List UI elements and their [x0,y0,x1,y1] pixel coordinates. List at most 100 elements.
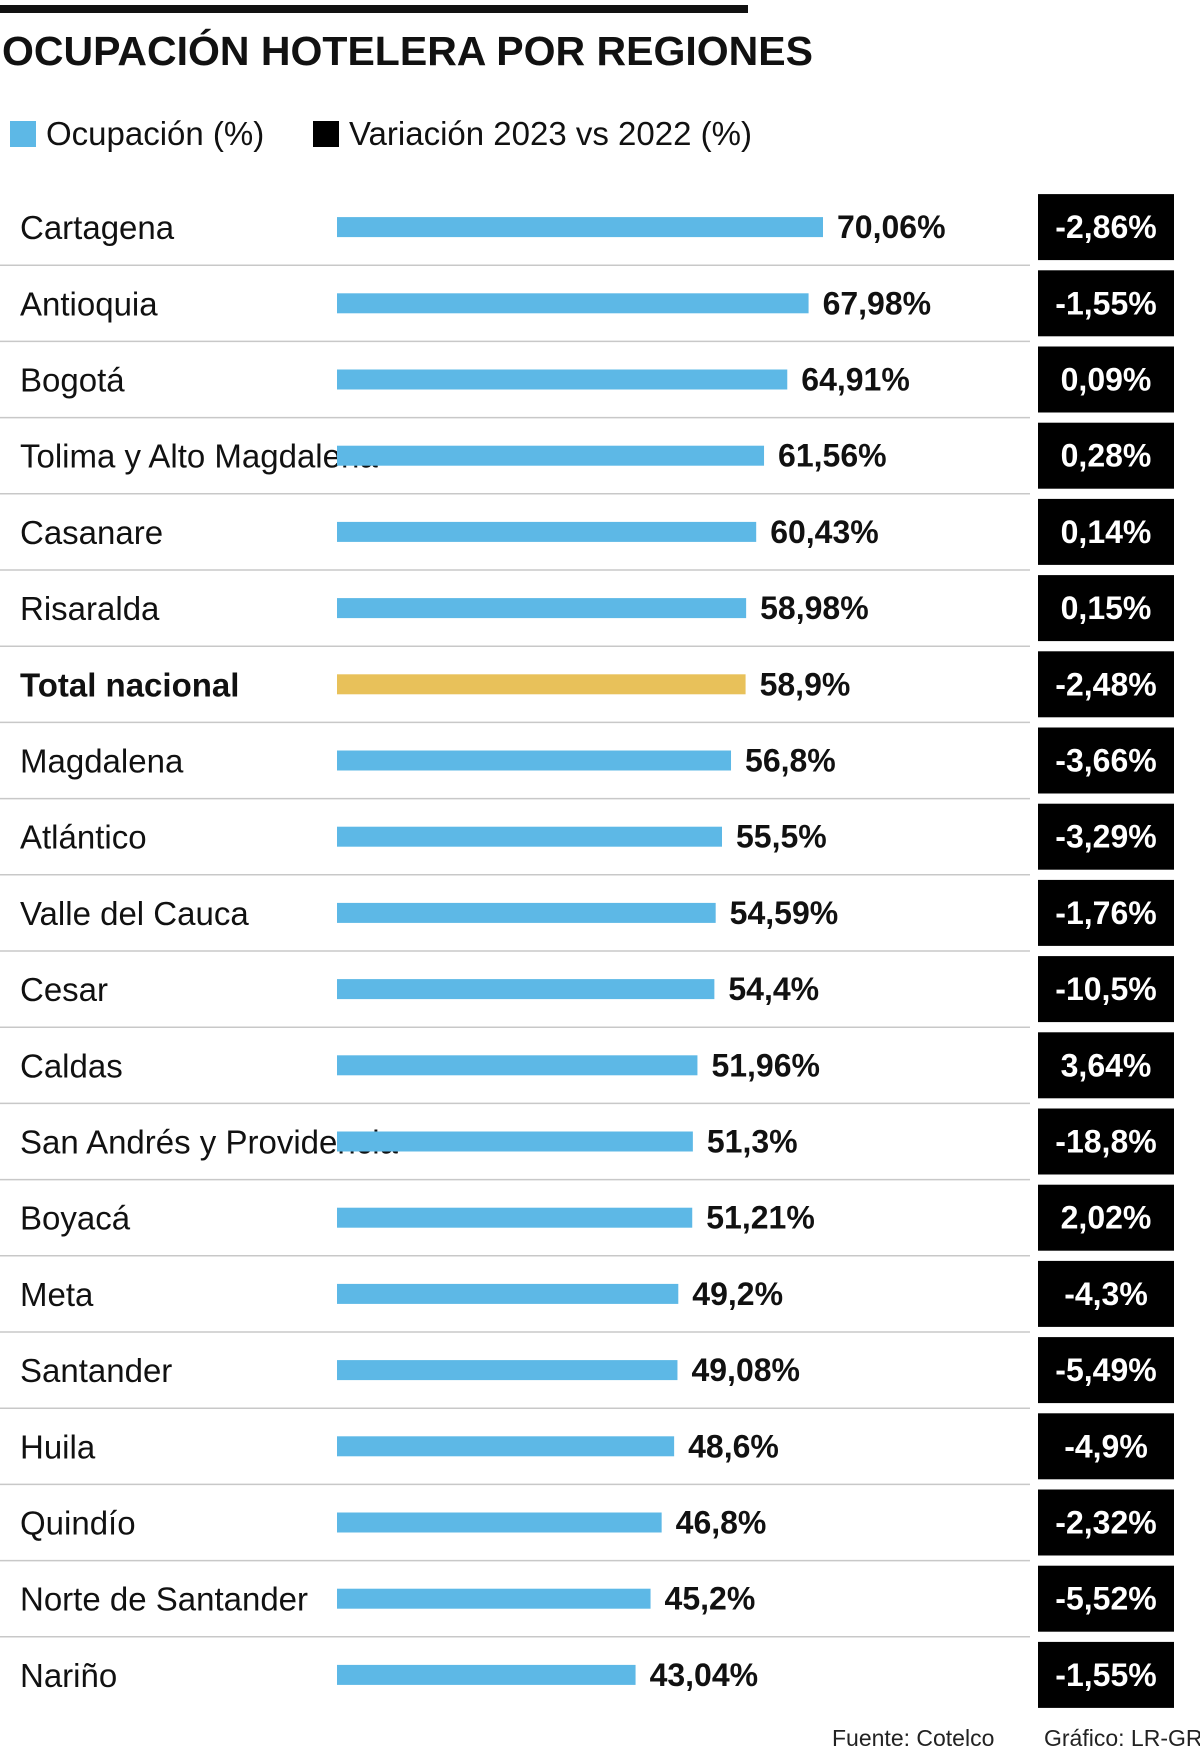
category-label: Nariño [20,1657,117,1694]
value-label: 43,04% [650,1657,759,1693]
category-label: Total nacional [20,666,239,703]
legend-item-variation: Variación 2023 vs 2022 (%) [313,112,752,156]
variation-label: -3,29% [1055,819,1156,855]
value-label: 64,91% [801,362,910,398]
variation-badge [1038,270,1174,337]
credit-note: Gráfico: LR-GR [1044,1725,1200,1751]
variation-badge [1038,422,1174,489]
category-label: Cesar [20,971,108,1008]
variation-label: -18,8% [1055,1124,1156,1160]
variation-label: -1,76% [1055,895,1156,931]
variation-badge [1038,346,1174,413]
bar [337,369,788,390]
value-label: 45,2% [665,1581,756,1617]
variation-badge [1038,1413,1174,1480]
legend-label-occupancy: Ocupación (%) [46,115,265,152]
variation-badge [1038,194,1174,261]
bar [337,598,747,619]
variation-badge [1038,1337,1174,1404]
value-label: 51,21% [706,1200,815,1236]
variation-badge [1038,1260,1174,1327]
variation-label: 0,28% [1061,438,1152,474]
variation-badge [1038,498,1174,565]
variation-label: -2,86% [1055,209,1156,245]
category-label: Casanare [20,514,163,551]
bar [337,217,823,238]
category-label: Meta [20,1276,94,1313]
variation-badge [1038,575,1174,642]
bar [337,1207,693,1228]
bar-highlight [337,674,746,695]
legend-swatch-variation [313,121,339,147]
variation-label: -4,3% [1064,1276,1148,1312]
category-label: San Andrés y Providencia [20,1124,399,1161]
value-label: 55,5% [736,819,827,855]
value-label: 54,59% [730,895,839,931]
variation-badge [1038,651,1174,718]
variation-badge [1038,1032,1174,1099]
category-label: Atlántico [20,819,147,856]
bar [337,750,732,771]
value-label: 48,6% [688,1428,779,1464]
variation-label: -3,66% [1055,743,1156,779]
category-label: Tolima y Alto Magdalena [20,438,378,475]
variation-label: -10,5% [1055,971,1156,1007]
category-label: Antioquia [20,285,158,322]
variation-label: 3,64% [1061,1047,1152,1083]
variation-badge [1038,1565,1174,1632]
variation-badge [1038,956,1174,1023]
category-label: Magdalena [20,743,184,780]
category-label: Huila [20,1428,96,1465]
bar [337,979,715,1000]
value-label: 49,08% [691,1352,800,1388]
category-label: Norte de Santander [20,1581,308,1618]
value-label: 51,96% [711,1047,820,1083]
bar [337,1664,636,1685]
legend-label-variation: Variación 2023 vs 2022 (%) [349,115,752,152]
bar [337,1055,698,1076]
variation-badge [1038,879,1174,946]
value-label: 46,8% [676,1505,767,1541]
variation-label: -5,49% [1055,1352,1156,1388]
bar [337,902,716,923]
value-label: 70,06% [837,209,946,245]
bar [337,1512,662,1533]
variation-label: 0,09% [1061,362,1152,398]
variation-badge [1038,1489,1174,1556]
chart-title: OCUPACIÓN HOTELERA POR REGIONES [2,28,813,74]
top-rule [0,5,748,13]
bar [337,293,809,314]
variation-label: -1,55% [1055,1657,1156,1693]
bar [337,1588,651,1609]
bar [337,521,757,542]
category-label: Boyacá [20,1200,131,1237]
bar [337,1436,675,1457]
variation-label: -2,32% [1055,1505,1156,1541]
legend-swatch-occupancy [10,121,36,147]
category-label: Santander [20,1352,172,1389]
category-label: Risaralda [20,590,160,627]
variation-label: -5,52% [1055,1581,1156,1617]
category-label: Caldas [20,1047,123,1084]
value-label: 58,9% [760,666,851,702]
variation-label: 0,14% [1061,514,1152,550]
value-label: 54,4% [728,971,819,1007]
bar [337,1283,679,1304]
source-note: Fuente: Cotelco [832,1725,995,1751]
category-label: Cartagena [20,209,175,246]
variation-label: -1,55% [1055,285,1156,321]
value-label: 51,3% [707,1124,798,1160]
variation-label: 0,15% [1061,590,1152,626]
variation-badge [1038,1108,1174,1175]
variation-badge [1038,727,1174,794]
category-label: Bogotá [20,362,125,399]
bar [337,826,722,847]
legend-item-occupancy: Ocupación (%) [10,112,264,156]
variation-badge [1038,1641,1174,1708]
variation-badge [1038,803,1174,870]
variation-label: -2,48% [1055,666,1156,702]
value-label: 58,98% [760,590,869,626]
value-label: 67,98% [823,285,932,321]
bar [337,1131,693,1152]
